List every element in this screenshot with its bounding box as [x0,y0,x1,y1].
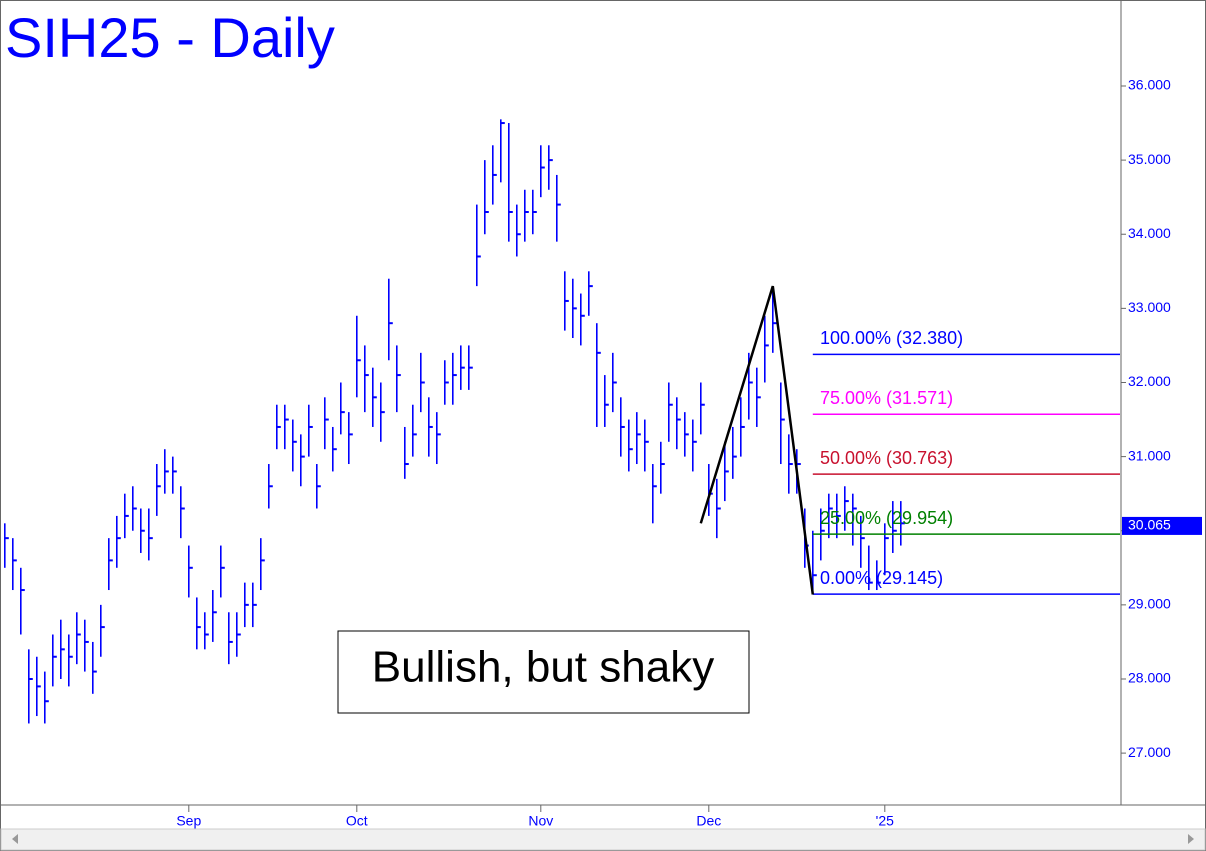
y-tick-label: 34.000 [1128,225,1171,241]
plot: 27.00028.00029.00030.00031.00032.00033.0… [4,77,1171,829]
scrollbar[interactable] [0,828,1206,851]
level-label: 75.00% (31.571) [820,388,953,408]
y-tick-label: 35.000 [1128,151,1171,167]
x-tick-label: Sep [176,813,201,829]
last-price-label: 30.065 [1128,517,1171,533]
chart-title: SIH25 - Daily [5,6,335,69]
pattern-line [699,285,815,595]
y-tick-label: 31.000 [1128,447,1171,463]
scroll-left[interactable] [12,834,18,844]
y-tick-label: 27.000 [1128,744,1171,760]
y-tick-label: 32.000 [1128,373,1171,389]
level-label: 25.00% (29.954) [820,508,953,528]
y-tick-label: 33.000 [1128,299,1171,315]
annotation-box [337,630,750,714]
y-tick-label: 28.000 [1128,670,1171,686]
x-tick-label: Oct [346,813,368,829]
y-tick-label: 36.000 [1128,77,1171,93]
scroll-right[interactable] [1188,834,1194,844]
last-price-box [1122,516,1202,535]
level-label: 50.00% (30.763) [820,448,953,468]
x-tick-label: Dec [696,813,721,829]
x-tick-label: '25 [876,813,894,829]
annotation: Bullish, but shaky [372,643,714,692]
level-label: 0.00% (29.145) [820,568,943,588]
x-tick-label: Nov [528,813,553,829]
level-label: 100.00% (32.380) [820,328,963,348]
y-tick-label: 29.000 [1128,596,1171,612]
